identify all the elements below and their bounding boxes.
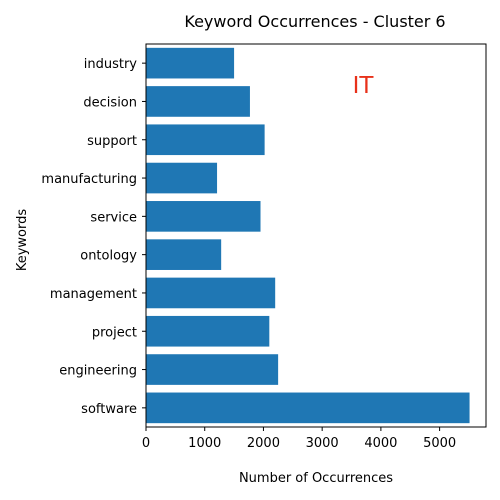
y-tick-label: support xyxy=(87,134,137,149)
y-tick-label: service xyxy=(90,210,137,225)
y-axis-ticks: software engineering project management onto… xyxy=(41,57,146,417)
y-tick-label: software xyxy=(81,402,137,417)
bar-ontology xyxy=(146,239,222,270)
bars-group xyxy=(146,47,470,424)
bar-industry xyxy=(146,47,235,79)
bar-manufacturing xyxy=(146,162,218,194)
x-tick-label: 2000 xyxy=(247,436,280,451)
x-tick-label: 4000 xyxy=(364,436,397,451)
x-tick-label: 0 xyxy=(142,436,150,451)
y-tick-label: ontology xyxy=(80,249,137,264)
plot-frame xyxy=(145,43,487,428)
y-tick-label: industry xyxy=(84,57,138,72)
y-tick-label: management xyxy=(50,287,137,302)
y-tick-label: manufacturing xyxy=(41,172,137,187)
bar-project xyxy=(146,315,270,347)
bar-decision xyxy=(146,86,250,117)
chart-title: Keyword Occurrences - Cluster 6 xyxy=(184,12,445,31)
y-tick-label: project xyxy=(92,325,137,340)
x-tick-label: 1000 xyxy=(188,436,221,451)
bar-management xyxy=(146,277,276,309)
chart-annotation: IT xyxy=(353,73,375,99)
y-tick-label: engineering xyxy=(59,364,137,379)
x-tick-label: 5000 xyxy=(423,436,456,451)
bar-engineering xyxy=(146,354,279,385)
axes-frame xyxy=(145,43,487,428)
x-axis-ticks: 0 1000 2000 3000 4000 5000 xyxy=(142,427,456,451)
y-tick-label: decision xyxy=(83,95,137,110)
bar-service xyxy=(146,201,261,232)
x-tick-label: 3000 xyxy=(306,436,339,451)
bar-support xyxy=(146,124,265,156)
bar-software xyxy=(146,392,470,424)
x-axis-label: Number of Occurrences xyxy=(239,471,393,486)
y-axis-label: Keywords xyxy=(15,209,30,272)
